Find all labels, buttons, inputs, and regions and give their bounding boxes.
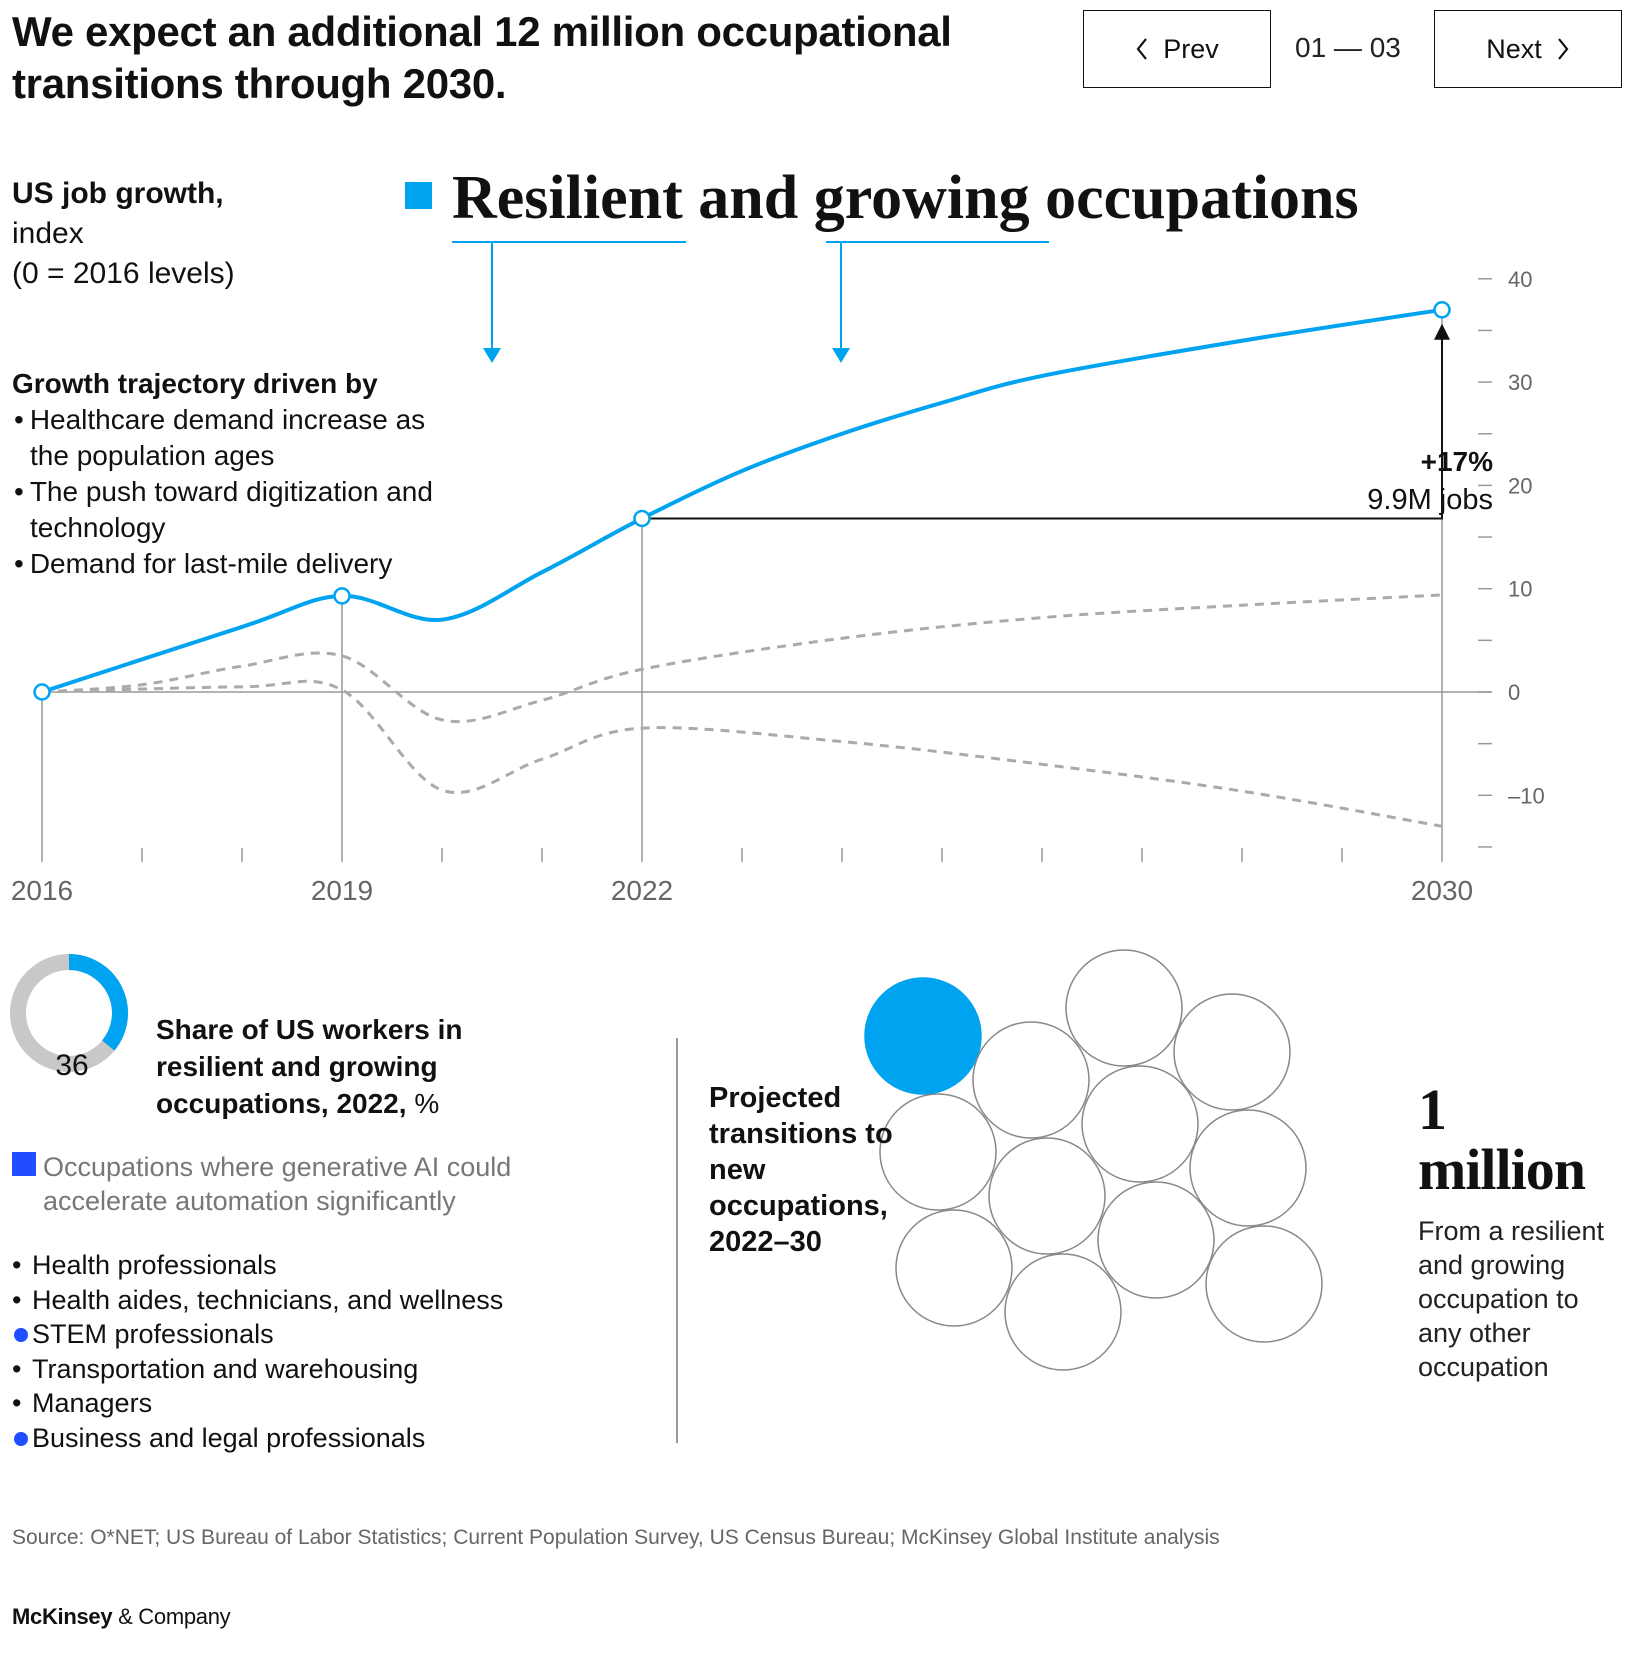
big-number-description: From a resilient and growing occupation … bbox=[1418, 1216, 1605, 1382]
data-point-marker bbox=[1433, 301, 1451, 319]
transition-circle bbox=[1004, 1253, 1122, 1371]
transition-circle bbox=[1081, 1065, 1199, 1183]
y-tick-label: 20 bbox=[1508, 473, 1532, 498]
change-jobs-label: 9.9M jobs bbox=[1367, 484, 1493, 516]
chevron-left-icon bbox=[1136, 38, 1148, 60]
section-divider bbox=[676, 1038, 678, 1443]
x-tick-label: 2016 bbox=[11, 875, 73, 906]
highlighted-transition-circle bbox=[864, 977, 982, 1095]
y-tick-label: 40 bbox=[1508, 267, 1532, 292]
ai-accelerated-dot bbox=[14, 1328, 28, 1342]
big-number-unit: million bbox=[1418, 1137, 1586, 1202]
transition-circle bbox=[1065, 949, 1183, 1067]
occupation-item: • Health professionals bbox=[12, 1248, 503, 1283]
chart-title-line2: index bbox=[12, 217, 84, 250]
bullet: • bbox=[12, 1388, 22, 1418]
growth-driver-item: The push toward digitization and technol… bbox=[12, 474, 442, 546]
x-tick-label: 2019 bbox=[311, 875, 373, 906]
source-note: Source: O*NET; US Bureau of Labor Statis… bbox=[12, 1526, 1220, 1549]
occupation-item: • Managers bbox=[12, 1386, 503, 1421]
occupation-list: • Health professionals • Health aides, tech… bbox=[12, 1248, 503, 1455]
transition-circle bbox=[1173, 993, 1291, 1111]
y-tick-label: 30 bbox=[1508, 370, 1532, 395]
big-number-value: 1 bbox=[1418, 1077, 1447, 1142]
company-logo: McKinsey & Company bbox=[12, 1604, 231, 1630]
page-indicator: 01 — 03 bbox=[1295, 32, 1401, 63]
series-legend-swatch bbox=[405, 182, 432, 209]
occupation-label: Health professionals bbox=[32, 1250, 277, 1280]
transition-circle bbox=[1205, 1225, 1323, 1343]
transition-circle bbox=[1189, 1109, 1307, 1227]
occupation-item: • Health aides, technicians, and wellness bbox=[12, 1283, 503, 1318]
ai-accelerated-dot bbox=[14, 1431, 28, 1446]
occupation-item: STEM professionals bbox=[12, 1317, 503, 1352]
next-button[interactable]: Next bbox=[1434, 10, 1622, 88]
series-legend-label: Resilient and growing occupations bbox=[452, 164, 1359, 232]
logo-bold: McKinsey bbox=[12, 1604, 113, 1629]
share-title: Share of US workers in resilient and gro… bbox=[156, 1011, 516, 1122]
prev-button[interactable]: Prev bbox=[1083, 10, 1271, 88]
growth-drivers-heading: Growth trajectory driven by bbox=[12, 368, 378, 399]
occupation-label: Managers bbox=[32, 1388, 153, 1418]
occupation-label: Transportation and warehousing bbox=[32, 1353, 419, 1384]
prev-label: Prev bbox=[1163, 33, 1219, 64]
growth-driver-item: Healthcare demand increase as the popula… bbox=[12, 402, 442, 474]
donut-value-label: 36 bbox=[55, 1049, 89, 1082]
transition-circle bbox=[1097, 1181, 1215, 1299]
headline: We expect an additional 12 million occup… bbox=[12, 8, 952, 107]
x-tick-label: 2030 bbox=[1411, 875, 1473, 906]
bullet: • bbox=[12, 1353, 22, 1384]
data-point-marker bbox=[333, 587, 351, 605]
growth-arrowhead bbox=[1434, 323, 1450, 340]
growth-bracket bbox=[642, 337, 1443, 520]
occupation-label: STEM professionals bbox=[32, 1319, 274, 1349]
growth-drivers-list: Healthcare demand increase as the popula… bbox=[12, 402, 442, 582]
occupation-label: Health aides, technicians, and wellness bbox=[32, 1284, 504, 1315]
dashed-series-line-1 bbox=[41, 593, 1443, 724]
y-tick-label: 10 bbox=[1508, 577, 1532, 602]
resilient-series-line bbox=[41, 307, 1443, 694]
occupation-item: Business and legal professionals bbox=[12, 1421, 503, 1456]
donut-value-arc bbox=[68, 954, 128, 1051]
x-tick-label: 2022 bbox=[611, 875, 673, 906]
ai-legend-text: Occupations where generative AI could ac… bbox=[43, 1152, 512, 1216]
dashed-series-line-2 bbox=[41, 679, 1443, 828]
share-title-text: Share of US workers in resilient and gro… bbox=[156, 1014, 463, 1119]
transition-circle bbox=[972, 1021, 1090, 1139]
data-point-marker bbox=[633, 509, 651, 528]
logo-rest: & Company bbox=[112, 1604, 231, 1629]
big-number: 1 million bbox=[1418, 1077, 1586, 1202]
transition-circle bbox=[879, 1093, 997, 1211]
growth-driver-item: Demand for last-mile delivery bbox=[12, 546, 442, 582]
next-label: Next bbox=[1486, 33, 1542, 64]
change-percent-label: +17% bbox=[1420, 446, 1493, 477]
y-tick-label: –10 bbox=[1508, 783, 1545, 808]
bullet: • bbox=[12, 1284, 22, 1315]
chevron-right-icon bbox=[1557, 38, 1569, 60]
occupation-item: • Transportation and warehousing bbox=[12, 1352, 503, 1387]
ai-legend-swatch bbox=[12, 1152, 36, 1176]
chart-title-line3: (0 = 2016 levels) bbox=[12, 257, 235, 290]
transition-circle bbox=[895, 1209, 1013, 1327]
growth-drivers: Growth trajectory driven by Healthcare d… bbox=[12, 366, 442, 582]
occupation-label: Business and legal professionals bbox=[32, 1422, 426, 1453]
legend-pointer-arrowhead bbox=[832, 348, 850, 363]
data-point-marker bbox=[33, 683, 51, 701]
y-tick-label: 0 bbox=[1508, 680, 1520, 705]
transitions-title: Projected transitions to new occupations… bbox=[709, 1082, 893, 1258]
bullet: • bbox=[12, 1250, 22, 1280]
legend-pointer-arrowhead bbox=[483, 348, 501, 363]
chart-title-line1: US job growth, bbox=[12, 177, 224, 210]
transition-circle bbox=[988, 1137, 1106, 1255]
share-title-unit: % bbox=[414, 1088, 440, 1119]
chart-title: US job growth, index (0 = 2016 levels) bbox=[12, 174, 235, 294]
